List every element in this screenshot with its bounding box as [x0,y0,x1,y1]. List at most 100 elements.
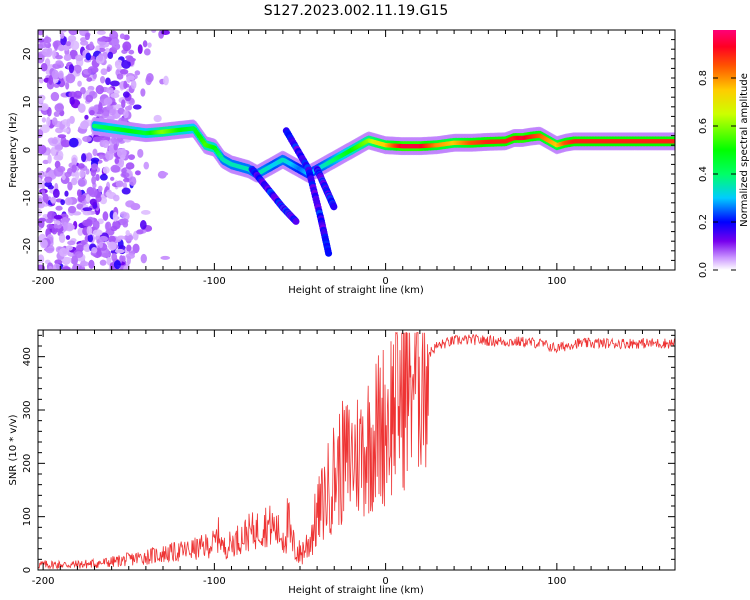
noise-blob [82,219,91,227]
noise-blob [132,104,142,110]
noise-blob [89,198,97,206]
noise-blob [65,245,73,251]
noise-blob [110,164,121,173]
x-tick-label: -100 [203,276,226,287]
noise-blob [125,200,135,208]
noise-blob [92,136,103,143]
noise-blob [110,225,118,232]
noise-blob [89,109,95,116]
noise-blob [80,86,86,95]
noise-blob [111,38,120,46]
noise-blob [40,63,48,72]
noise-blob [59,32,65,39]
noise-blob [51,69,59,80]
colorbar: 0.0 0.2 0.4 0.6 0.8 Normalized spectral ampl… [698,30,750,278]
x-tick-label: -200 [32,576,55,587]
y-tick-label: -20 [22,238,33,254]
noise-blob [41,180,46,189]
x-tick-label: 0 [382,276,388,287]
noise-blob [123,80,128,90]
noise-blob [77,80,82,87]
noise-blob [87,66,98,75]
noise-blob [38,202,45,209]
noise-blob [95,195,102,203]
noise-blob [69,115,75,125]
noise-blob [111,135,117,145]
noise-blob [115,181,124,188]
noise-blob [62,44,68,50]
noise-blob [106,256,112,266]
noise-blob [40,189,46,196]
noise-blob [74,251,84,259]
spectrogram-ylabel: Frequency (Hz) [8,112,19,188]
noise-blob [106,87,114,94]
colorbar-ticks: 0.0 0.2 0.4 0.6 0.8 [698,70,736,278]
noise-blob [140,88,146,97]
noise-blob [47,154,52,164]
snr-marks [38,331,675,570]
noise-blob [63,256,73,263]
noise-blob [53,155,63,161]
noise-blob [116,235,126,240]
noise-blob [116,73,124,80]
x-tick-label: -100 [203,576,226,587]
noise-blob [40,239,48,249]
noise-blob [105,221,112,231]
noise-blob [65,41,72,47]
noise-blob [109,108,116,116]
noise-blob [98,154,104,160]
noise-blob [42,159,49,165]
noise-blob [91,176,97,185]
noise-blob [99,173,108,181]
noise-blob [128,176,137,186]
noise-blob [62,266,71,270]
noise-blob [58,233,66,244]
noise-blob [50,196,57,204]
noise-blob [140,253,147,264]
noise-blob [38,43,44,50]
noise-blob [58,247,68,257]
noise-blob [121,59,131,69]
noise-blob [116,148,127,158]
noise-blob [44,181,53,188]
noise-blob [57,134,67,139]
noise-blob [42,193,49,203]
noise-blob [90,157,100,163]
noise-blob [121,255,126,263]
noise-blob [98,235,109,242]
noise-blob [40,124,50,134]
figure-title: S127.2023.002.11.19.G15 [264,3,449,19]
noise-blob [60,199,66,206]
noise-blob [153,114,162,123]
noise-blob [62,128,70,133]
noise-blob [52,188,60,199]
noise-blob [69,96,75,105]
noise-blob [92,220,100,230]
noise-blob [113,104,123,110]
noise-blob [108,235,116,243]
noise-blob [101,111,110,119]
noise-blob [130,79,137,90]
noise-blob [46,223,54,229]
y-tick-label: 100 [22,507,33,526]
noise-blob [158,171,169,176]
noise-blob [54,160,61,169]
y-tick-label: 0 [22,567,33,573]
noise-blob [57,166,66,173]
noise-blob [43,36,52,44]
noise-blob [78,179,86,187]
noise-blob [53,215,63,220]
colorbar-tick-label: 0.6 [698,118,709,134]
noise-blob [51,138,58,145]
noise-blob [122,91,130,98]
noise-blob [86,77,93,82]
noise-blob [38,77,44,84]
noise-blob [85,52,92,61]
noise-blob [113,143,118,151]
noise-blob [105,191,110,197]
noise-blob [71,164,77,173]
colorbar-tick-label: 0.0 [698,262,709,278]
noise-blob [146,72,154,83]
snr-xlabel: Height of straight line (km) [288,585,424,596]
